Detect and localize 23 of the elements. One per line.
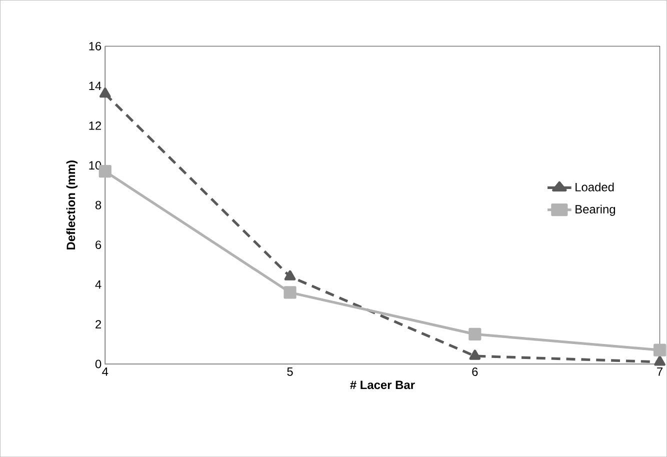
y-tick-label: 16 [89,42,102,50]
x-tick-label: 6 [472,367,478,376]
point [284,286,296,299]
y-axis-title: Deflection (mm) [66,160,78,250]
legend-label: Bearing [576,204,616,216]
y-tick-label: 0 [95,360,102,368]
y-tick-label: 12 [89,121,102,130]
point [100,87,111,98]
point [654,344,666,356]
y-tick-label: 6 [96,240,102,249]
legend-label: Loaded [576,182,614,192]
point [468,328,482,340]
y-tick-label: 14 [89,82,102,90]
y-tick-label: 2 [96,320,102,328]
y-tick-label: 4 [95,280,102,289]
x-axis-title: # Lacer Bar [350,380,415,390]
x-tick-label: 4 [102,367,108,376]
y-tick-label: 8 [95,200,102,210]
point [284,270,296,280]
point [469,350,481,360]
x-tick-label: 7 [657,367,663,376]
x-tick-label: 5 [287,367,293,376]
point [654,356,666,366]
